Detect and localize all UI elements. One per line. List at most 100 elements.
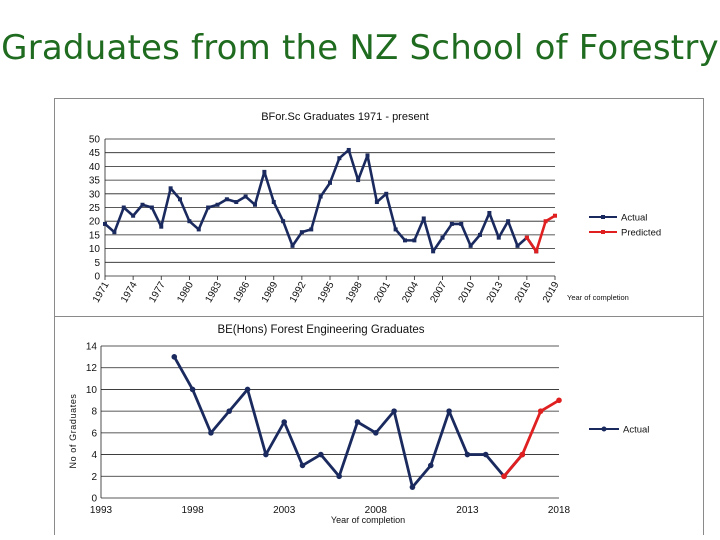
data-point-actual [468,243,473,248]
y-tick-label: 40 [89,162,101,173]
x-tick-label: 1974 [119,280,140,305]
y-axis-label: No of Graduates [68,393,78,468]
y-tick-label: 2 [91,472,97,483]
chart-title: BE(Hons) Forest Engineering Graduates [217,324,424,336]
data-point-1 [556,397,562,404]
y-tick-label: 45 [89,148,101,159]
data-point-actual [384,191,389,196]
data-point-0 [281,419,287,425]
data-point-actual [159,224,164,229]
x-tick-label: 1980 [175,280,196,305]
data-point-0 [482,451,489,458]
data-point-actual [431,249,436,254]
data-point-actual [140,202,145,207]
data-point-actual [356,178,361,183]
series-line-predicted [525,214,556,253]
data-point-actual [440,235,445,240]
data-point-actual [318,194,323,199]
y-tick-label: 35 [89,176,101,187]
x-tick-label: 1995 [316,280,337,305]
legend-marker [601,426,607,432]
x-tick-label: 2013 [485,280,506,305]
x-tick-label: 2004 [400,280,421,305]
data-point-0 [354,419,361,425]
data-point-1 [501,473,507,480]
y-tick-label: 0 [94,272,100,283]
legend-marker [601,230,605,234]
data-point-actual [243,194,248,199]
data-point-actual [309,227,314,232]
data-point-0 [427,462,434,469]
data-point-0 [189,386,196,393]
data-point-actual [365,153,370,158]
data-point-0 [171,354,178,360]
series-line-actual [104,148,538,253]
data-point-actual [412,238,417,243]
data-point-actual [215,202,220,207]
data-point-0 [464,451,471,458]
chart-title: BFor.Sc Graduates 1971 - present [261,111,429,123]
x-tick-label: 2019 [541,280,562,305]
legend-label: Predicted [621,228,661,239]
x-tick-label: 1989 [260,280,281,305]
data-point-predicted [543,219,548,224]
data-point-actual [281,219,286,224]
data-point-actual [403,238,407,243]
x-tick-label: 1971 [91,280,112,305]
x-tick-label: 2013 [456,505,479,516]
data-point-actual [253,202,257,207]
data-point-actual [496,235,501,240]
y-tick-label: 30 [89,189,101,200]
data-point-actual [103,221,107,226]
data-point-0 [208,430,214,436]
y-tick-label: 0 [91,494,97,505]
data-point-predicted [534,249,539,254]
data-point-actual [224,197,229,202]
y-tick-label: 4 [91,450,97,461]
legend-label: Actual [621,213,647,224]
data-point-actual [121,205,126,210]
data-point-actual [206,205,211,210]
behons-chart: BE(Hons) Forest Engineering Graduates 0 2 4… [68,324,649,525]
bforsc-chart-panel: BFor.Sc Graduates 1971 - present 0 5 10 15 20… [54,98,704,317]
legend-marker [601,215,605,219]
slide-title: Graduates from the NZ School of Forestry [1,28,719,68]
x-tick-label: 2016 [513,280,534,305]
bforsc-chart: BFor.Sc Graduates 1971 - present 0 5 10 15 20… [89,111,661,305]
data-point-0 [409,484,416,490]
data-point-actual [234,200,239,205]
x-tick-label: 1998 [344,280,365,305]
data-point-predicted [553,213,557,218]
data-point-0 [226,408,233,414]
behons-chart-panel: BE(Hons) Forest Engineering Graduates 0 2 4… [54,317,704,535]
data-point-0 [373,430,379,436]
data-point-0 [263,451,269,458]
y-tick-label: 14 [86,342,98,353]
y-tick-label: 20 [89,217,101,228]
y-tick-label: 10 [86,385,98,396]
data-point-actual [178,197,182,202]
data-point-0 [391,408,397,414]
x-tick-label: 1992 [288,280,309,305]
data-point-actual [271,200,276,205]
data-point-actual [449,221,454,226]
x-tick-label: 2007 [428,280,449,305]
data-point-0 [336,473,342,480]
data-point-actual [328,180,332,185]
data-point-1 [537,408,544,414]
x-tick-label: 2001 [372,280,393,305]
data-point-predicted [524,235,529,240]
data-point-actual [459,221,464,226]
data-point-actual [337,156,342,161]
data-point-0 [318,451,324,458]
data-point-actual [515,243,520,248]
x-tick-label: 2010 [457,280,478,305]
y-tick-label: 15 [89,230,101,241]
x-tick-label: 1977 [147,280,168,305]
data-point-actual [374,200,379,205]
y-tick-label: 6 [91,428,97,439]
data-point-actual [299,230,304,235]
data-point-actual [346,147,351,152]
legend-label: Actual [623,425,649,436]
data-point-actual [112,230,117,235]
